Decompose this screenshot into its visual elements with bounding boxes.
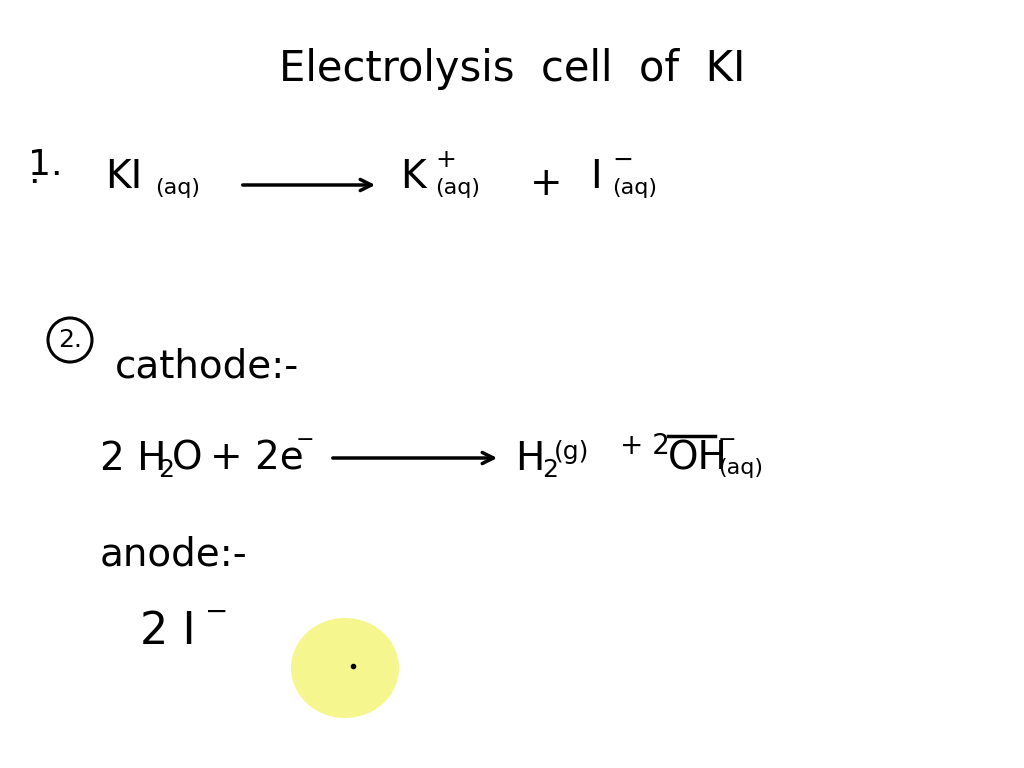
Text: (aq): (aq) xyxy=(155,178,200,198)
Text: 2.: 2. xyxy=(58,328,82,352)
Text: + 2: + 2 xyxy=(620,432,670,460)
Text: +: + xyxy=(435,148,456,172)
Text: 1.: 1. xyxy=(28,148,62,182)
Ellipse shape xyxy=(291,618,399,718)
Text: 2 I: 2 I xyxy=(140,610,196,653)
Text: I: I xyxy=(590,158,602,196)
Text: 2: 2 xyxy=(158,458,174,482)
Text: H: H xyxy=(515,440,545,478)
Text: +: + xyxy=(530,165,562,203)
Text: (aq): (aq) xyxy=(435,178,480,198)
Text: K: K xyxy=(400,158,426,196)
Text: −: − xyxy=(718,430,736,450)
Text: cathode:-: cathode:- xyxy=(115,348,299,386)
Text: anode:-: anode:- xyxy=(100,535,248,573)
Text: −: − xyxy=(612,148,633,172)
Text: 2 H: 2 H xyxy=(100,440,167,478)
Text: Electrolysis  cell  of  KI: Electrolysis cell of KI xyxy=(279,48,745,90)
Text: 2: 2 xyxy=(542,458,558,482)
Text: (aq): (aq) xyxy=(612,178,657,198)
Text: + 2e: + 2e xyxy=(210,440,304,478)
Text: (g): (g) xyxy=(554,440,590,464)
Text: −: − xyxy=(296,430,314,450)
Text: −: − xyxy=(205,598,228,626)
Text: O: O xyxy=(172,440,203,478)
Text: (aq): (aq) xyxy=(718,458,763,478)
Text: KI: KI xyxy=(105,158,142,196)
Text: OH: OH xyxy=(668,440,728,478)
Text: .: . xyxy=(28,156,40,190)
